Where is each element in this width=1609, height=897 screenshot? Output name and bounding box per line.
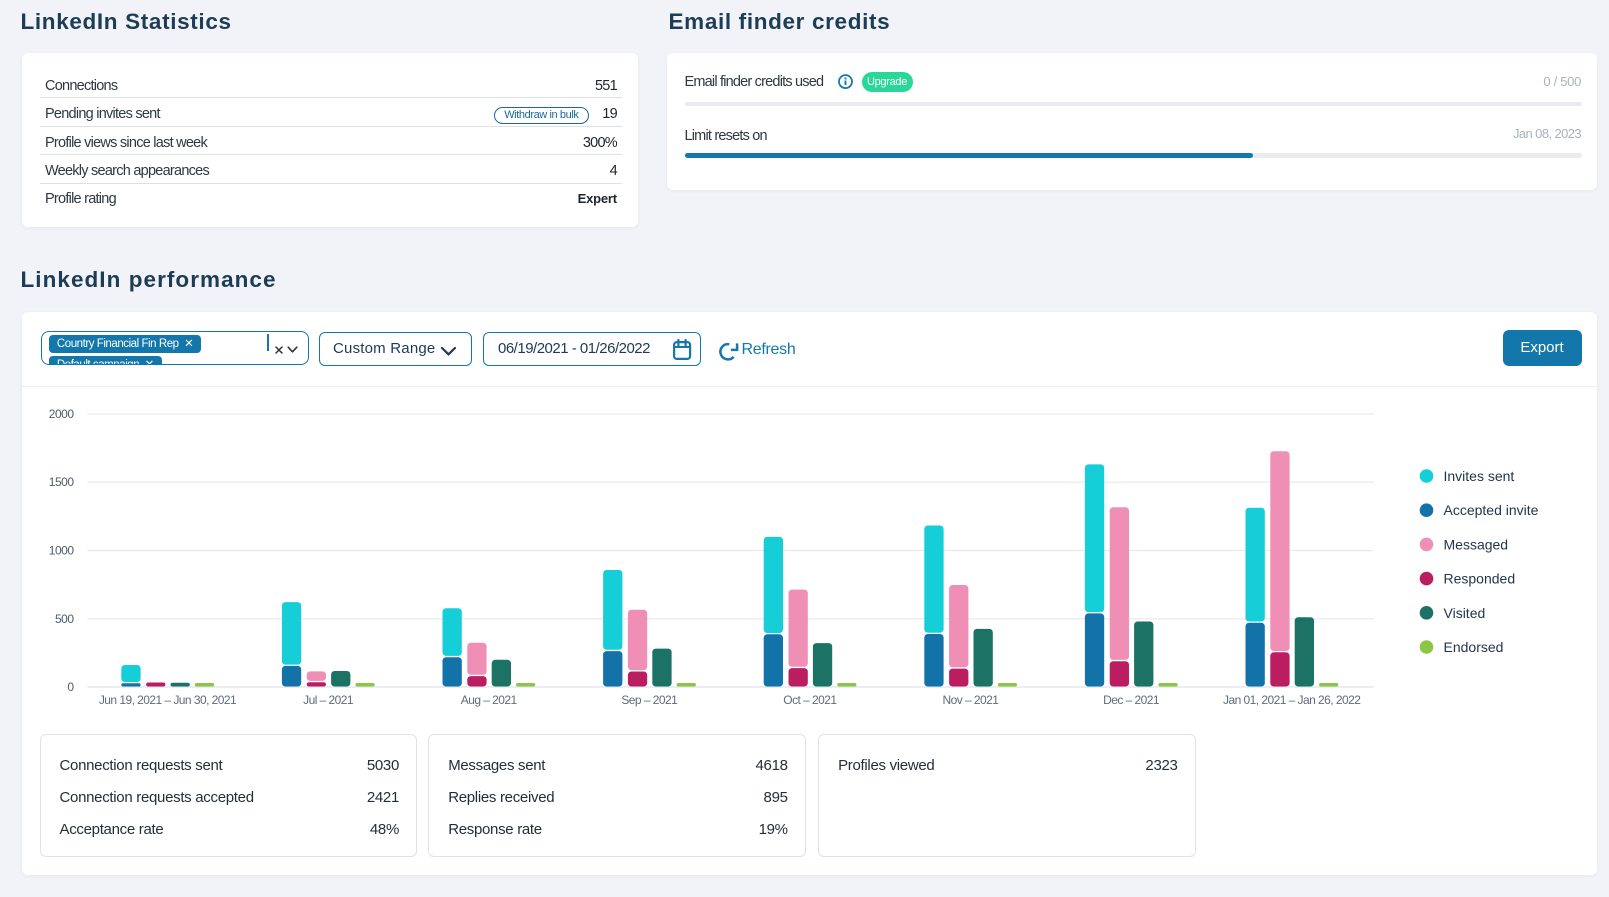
svg-text:Sep – 2021: Sep – 2021 xyxy=(621,693,678,707)
svg-text:Endorsed: Endorsed xyxy=(1443,639,1503,655)
svg-text:0: 0 xyxy=(67,680,74,694)
svg-text:Jul – 2021: Jul – 2021 xyxy=(303,693,354,707)
svg-text:Accepted invite: Accepted invite xyxy=(1443,502,1538,518)
svg-text:1000: 1000 xyxy=(48,544,74,558)
svg-text:Invites sent: Invites sent xyxy=(1443,468,1514,484)
svg-text:Messaged: Messaged xyxy=(1443,536,1508,552)
svg-text:Nov – 2021: Nov – 2021 xyxy=(942,693,999,707)
svg-text:Oct – 2021: Oct – 2021 xyxy=(783,693,837,707)
svg-text:1500: 1500 xyxy=(48,475,74,489)
svg-text:Visited: Visited xyxy=(1443,605,1485,621)
svg-text:Jun 19, 2021 – Jun 30, 2021: Jun 19, 2021 – Jun 30, 2021 xyxy=(98,693,236,707)
svg-text:Jan 01, 2021 – Jan 26, 2022: Jan 01, 2021 – Jan 26, 2022 xyxy=(1223,693,1361,707)
svg-text:2000: 2000 xyxy=(48,407,74,421)
svg-text:Dec – 2021: Dec – 2021 xyxy=(1103,693,1160,707)
svg-text:500: 500 xyxy=(54,612,73,626)
svg-text:Aug – 2021: Aug – 2021 xyxy=(460,693,517,707)
svg-text:Responded: Responded xyxy=(1443,571,1515,587)
